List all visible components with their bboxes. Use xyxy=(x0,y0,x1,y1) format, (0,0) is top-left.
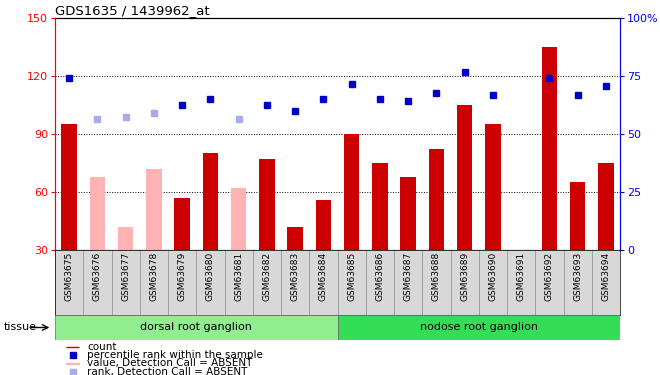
Text: GSM63687: GSM63687 xyxy=(404,252,412,301)
Text: GSM63680: GSM63680 xyxy=(206,252,215,301)
Text: value, Detection Call = ABSENT: value, Detection Call = ABSENT xyxy=(87,358,253,369)
Text: GSM63677: GSM63677 xyxy=(121,252,130,301)
Bar xyxy=(428,150,444,250)
Bar xyxy=(507,250,535,315)
Bar xyxy=(457,105,473,250)
Text: GSM63691: GSM63691 xyxy=(517,252,525,301)
Bar xyxy=(337,315,620,340)
Text: GSM63685: GSM63685 xyxy=(347,252,356,301)
Text: percentile rank within the sample: percentile rank within the sample xyxy=(87,350,263,360)
Text: GSM63683: GSM63683 xyxy=(290,252,300,301)
Bar xyxy=(372,163,387,250)
Text: GSM63692: GSM63692 xyxy=(545,252,554,301)
Bar xyxy=(66,346,79,347)
Text: rank, Detection Call = ABSENT: rank, Detection Call = ABSENT xyxy=(87,367,248,375)
Bar xyxy=(90,177,105,250)
Bar xyxy=(337,250,366,315)
Bar xyxy=(535,250,564,315)
Text: GSM63693: GSM63693 xyxy=(573,252,582,301)
Text: GSM63688: GSM63688 xyxy=(432,252,441,301)
Bar xyxy=(310,250,337,315)
Bar xyxy=(401,177,416,250)
Bar xyxy=(224,250,253,315)
Bar xyxy=(61,124,77,250)
Bar xyxy=(598,163,614,250)
Bar xyxy=(478,250,507,315)
Text: dorsal root ganglion: dorsal root ganglion xyxy=(141,322,252,333)
Bar xyxy=(394,250,422,315)
Bar xyxy=(55,315,337,340)
Bar xyxy=(570,182,585,250)
Bar xyxy=(112,250,140,315)
Text: GSM63681: GSM63681 xyxy=(234,252,243,301)
Text: GDS1635 / 1439962_at: GDS1635 / 1439962_at xyxy=(55,4,210,17)
Bar xyxy=(146,169,162,250)
Text: count: count xyxy=(87,342,117,352)
Bar xyxy=(451,250,478,315)
Text: GSM63690: GSM63690 xyxy=(488,252,498,301)
Bar xyxy=(366,250,394,315)
Bar xyxy=(564,250,592,315)
Bar xyxy=(513,250,529,298)
Bar xyxy=(281,250,310,315)
Text: GSM63682: GSM63682 xyxy=(263,252,271,301)
Bar xyxy=(140,250,168,315)
Bar xyxy=(66,363,79,364)
Text: tissue: tissue xyxy=(3,322,36,333)
Bar xyxy=(287,227,303,250)
Bar xyxy=(344,134,360,250)
Text: GSM63694: GSM63694 xyxy=(601,252,610,301)
Bar xyxy=(231,188,246,250)
Bar xyxy=(203,153,218,250)
Bar xyxy=(485,124,501,250)
Bar xyxy=(422,250,451,315)
Text: GSM63678: GSM63678 xyxy=(149,252,158,301)
Bar xyxy=(168,250,196,315)
Text: GSM63686: GSM63686 xyxy=(376,252,384,301)
Text: GSM63689: GSM63689 xyxy=(460,252,469,301)
Bar xyxy=(592,250,620,315)
Text: GSM63676: GSM63676 xyxy=(93,252,102,301)
Bar xyxy=(174,198,190,250)
Bar xyxy=(83,250,112,315)
Text: GSM63675: GSM63675 xyxy=(65,252,74,301)
Bar xyxy=(196,250,224,315)
Text: GSM63679: GSM63679 xyxy=(178,252,187,301)
Bar xyxy=(55,250,83,315)
Bar xyxy=(315,200,331,250)
Bar xyxy=(542,47,557,250)
Text: nodose root ganglion: nodose root ganglion xyxy=(420,322,538,333)
Text: GSM63684: GSM63684 xyxy=(319,252,328,301)
Bar xyxy=(253,250,281,315)
Bar xyxy=(259,159,275,250)
Bar xyxy=(118,227,133,250)
